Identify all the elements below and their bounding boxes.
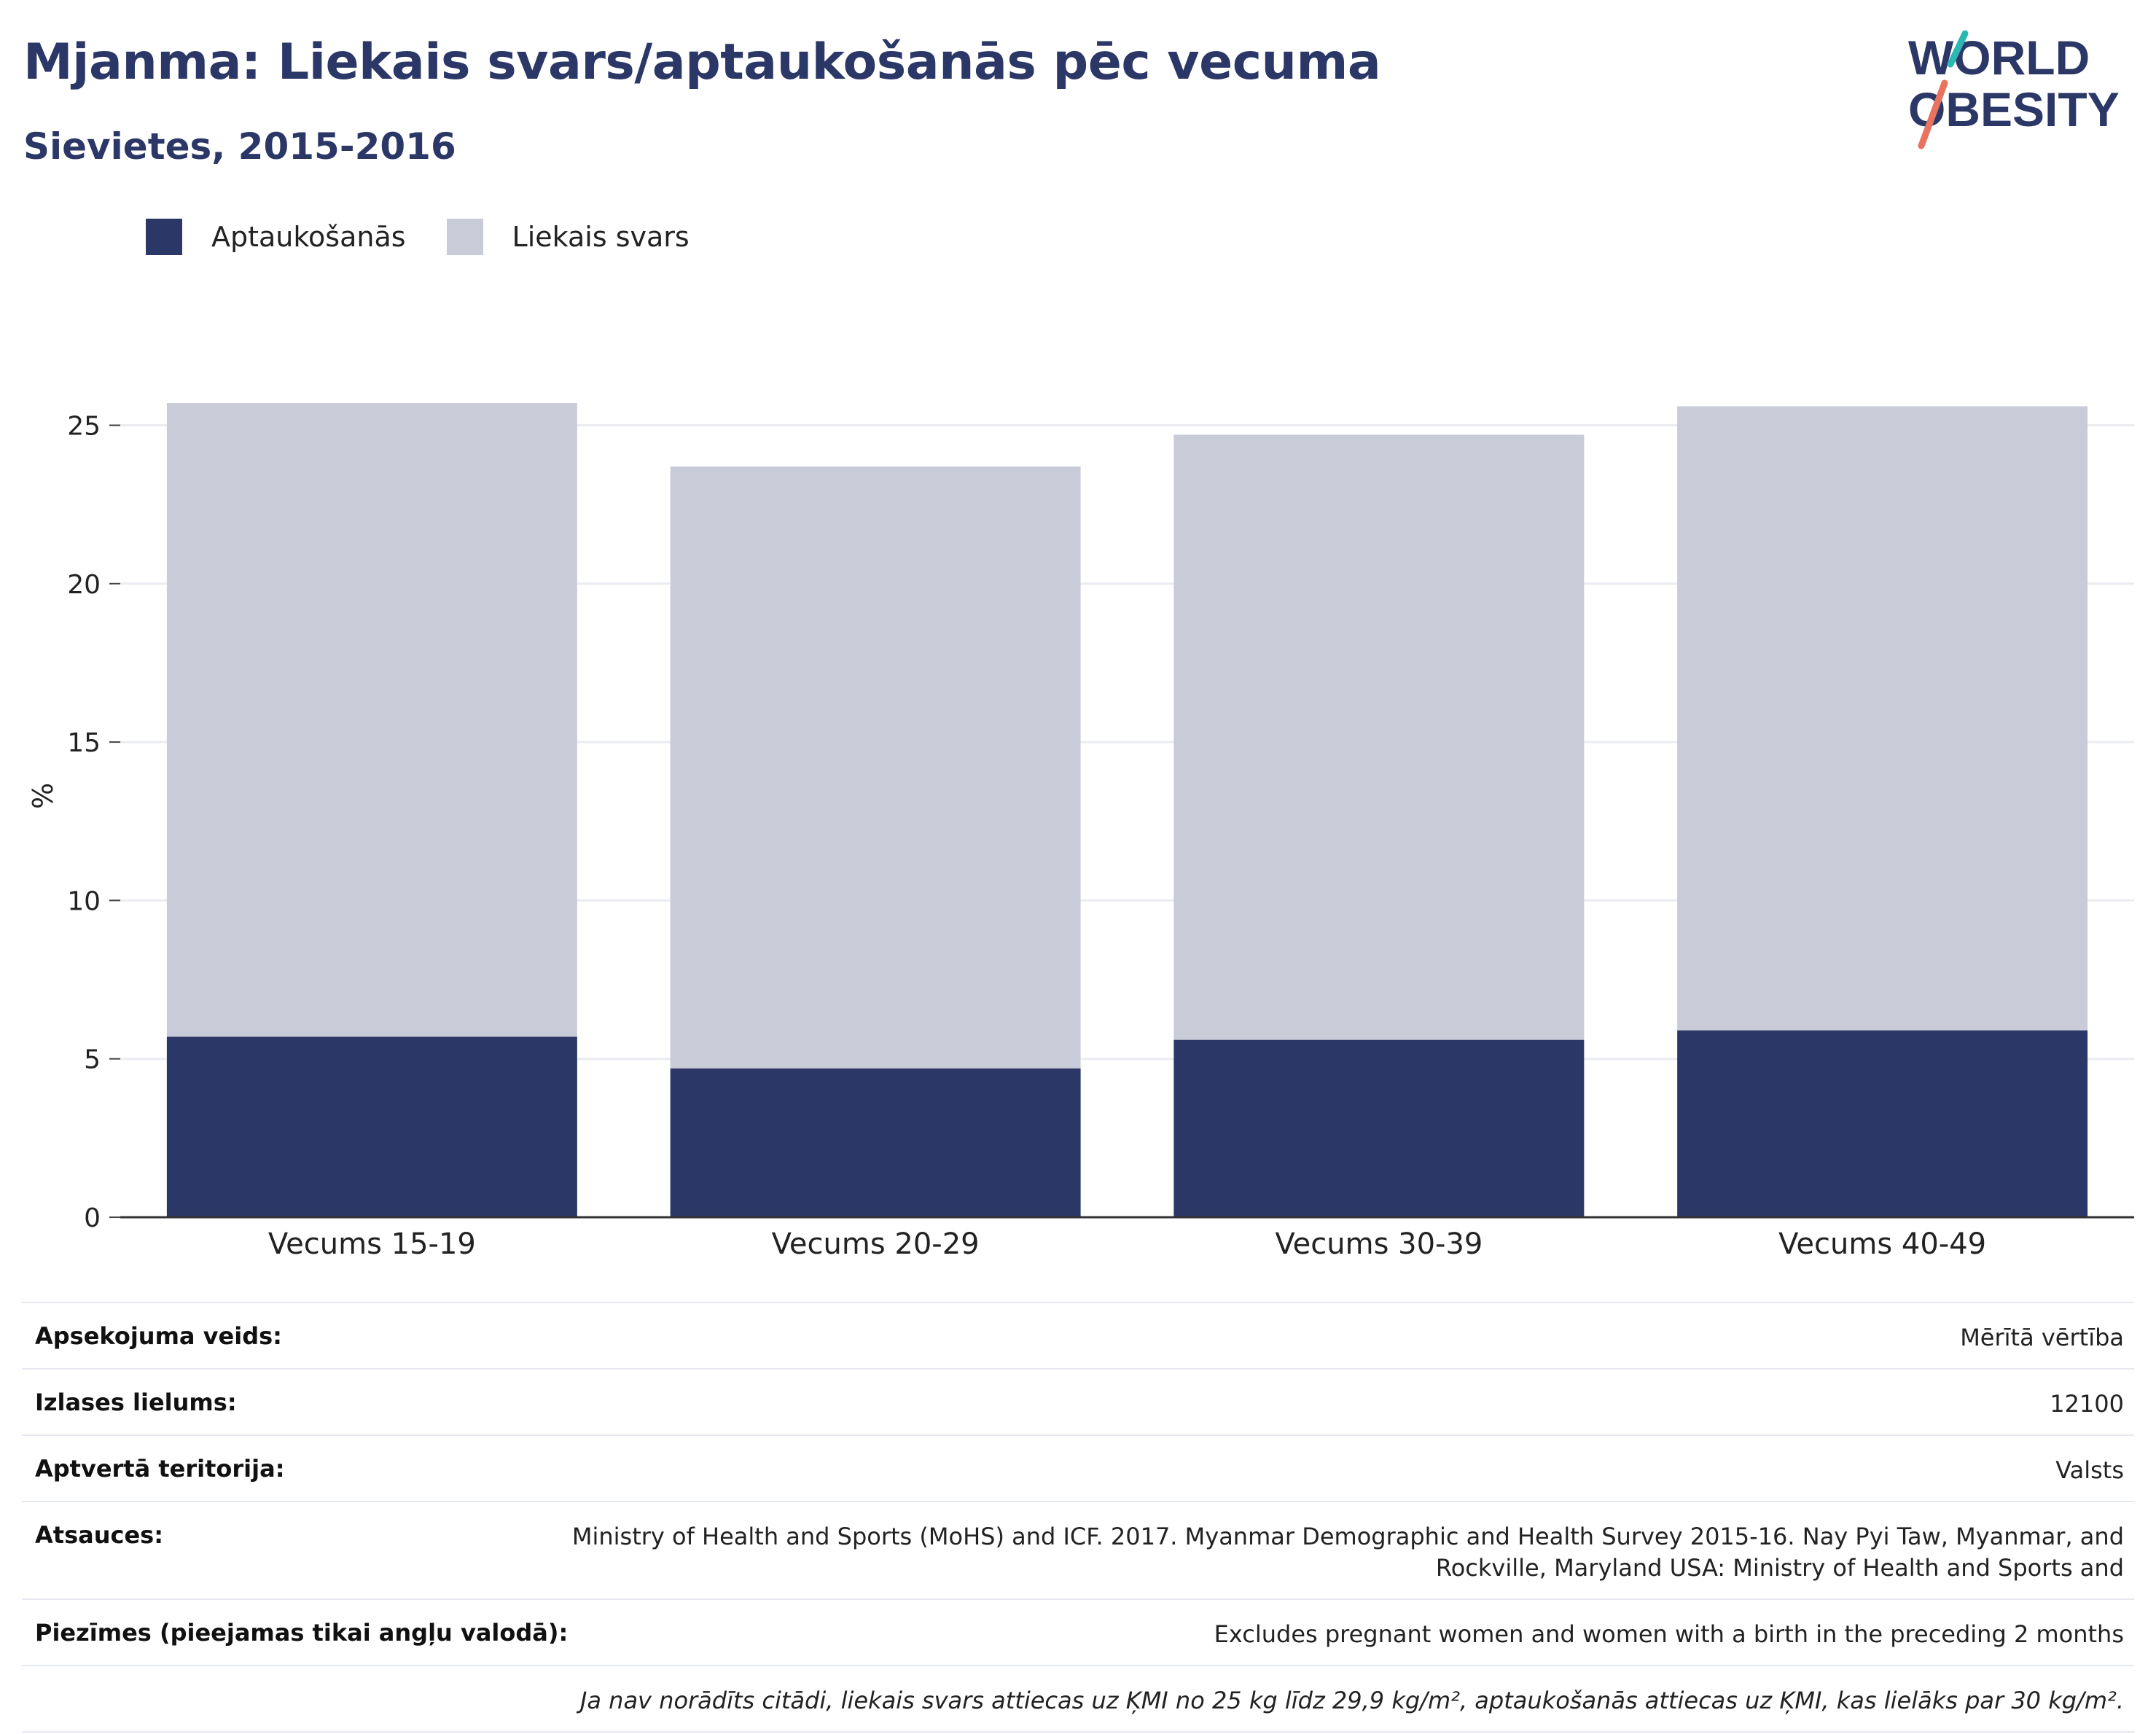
x-tick-label: Vecums 30-39 (1275, 1227, 1483, 1261)
page-subtitle: Sievietes, 2015-2016 (23, 125, 456, 168)
y-tick-label: 10 (67, 886, 101, 916)
survey-info-table: Apsekojuma veids: Mērītā vērtība Izlases… (22, 1302, 2134, 1733)
info-row: Izlases lielums: 12100 (22, 1368, 2134, 1434)
legend-swatch-overweight (446, 219, 483, 255)
info-value-sample-size: 12100 (2050, 1390, 2124, 1418)
bar-obesity (1677, 1030, 2088, 1217)
bar-overweight (166, 403, 577, 1037)
info-row: Piezīmes (pieejamas tikai angļu valodā):… (22, 1598, 2134, 1665)
bar-chart: 0 5 10 15 20 25 Vecums 15-19 Vecums 20-29 Vecums… (27, 403, 2134, 1261)
y-tick-label: 15 (67, 728, 101, 758)
axes: 0 5 10 15 20 25 Vecums 15-19 Vecums 20-29 Vecums… (67, 411, 2134, 1261)
info-row-footnote: Ja nav norādīts citādi, liekais svars at… (22, 1665, 2134, 1733)
info-label-coverage: Aptvertā teritorija: (35, 1455, 285, 1483)
bar-obesity (166, 1036, 577, 1217)
legend-item-overweight: Liekais svars (446, 219, 690, 255)
bars (166, 403, 2088, 1217)
legend-label-obesity: Aptaukošanās (211, 221, 406, 253)
info-value-survey-type: Mērītā vērtība (1960, 1324, 2124, 1351)
info-value-references: Ministry of Health and Sports (MoHS) and… (571, 1523, 2124, 1582)
legend-swatch-obesity (146, 219, 182, 255)
logo-slash-teal (1947, 30, 1969, 68)
y-tick-label: 25 (67, 411, 101, 441)
bar-overweight (1677, 406, 2088, 1031)
legend-label-overweight: Liekais svars (512, 221, 690, 253)
y-tick-label: 0 (84, 1203, 101, 1233)
info-row: Aptvertā teritorija: Valsts (22, 1434, 2134, 1501)
page-title: Mjanma: Liekais svars/aptaukošanās pēc v… (23, 34, 1381, 91)
x-tick-label: Vecums 15-19 (268, 1227, 476, 1261)
bar-obesity (1173, 1039, 1585, 1217)
info-label-survey-type: Apsekojuma veids: (35, 1322, 282, 1350)
bar-overweight (670, 466, 1081, 1069)
world-obesity-logo: WORLD OBESITY (1908, 30, 2120, 149)
info-label-sample-size: Izlases lielums: (35, 1389, 237, 1416)
logo-slash-coral (1918, 79, 1948, 149)
info-row: Atsauces: Ministry of Health and Sports … (22, 1501, 2134, 1598)
y-tick-label: 20 (67, 570, 101, 600)
x-tick-label: Vecums 20-29 (772, 1227, 980, 1261)
y-tick-label: 5 (84, 1045, 101, 1075)
x-tick-label: Vecums 40-49 (1778, 1227, 1986, 1261)
info-value-coverage: Valsts (2055, 1456, 2124, 1484)
logo-word-1: WORLD (1908, 31, 2090, 85)
info-label-notes: Piezīmes (pieejamas tikai angļu valodā): (35, 1619, 569, 1647)
y-axis-label: % (27, 783, 59, 809)
info-label-references: Atsauces: (35, 1521, 163, 1549)
info-row: Apsekojuma veids: Mērītā vērtība (22, 1302, 2134, 1368)
info-value-notes: Excludes pregnant women and women with a… (1214, 1620, 2124, 1648)
chart-legend: Aptaukošanās Liekais svars (146, 215, 730, 259)
footnote: Ja nav norādīts citādi, liekais svars at… (579, 1687, 2124, 1714)
legend-item-obesity: Aptaukošanās (146, 219, 406, 255)
bar-overweight (1173, 434, 1585, 1040)
bar-obesity (670, 1068, 1081, 1217)
